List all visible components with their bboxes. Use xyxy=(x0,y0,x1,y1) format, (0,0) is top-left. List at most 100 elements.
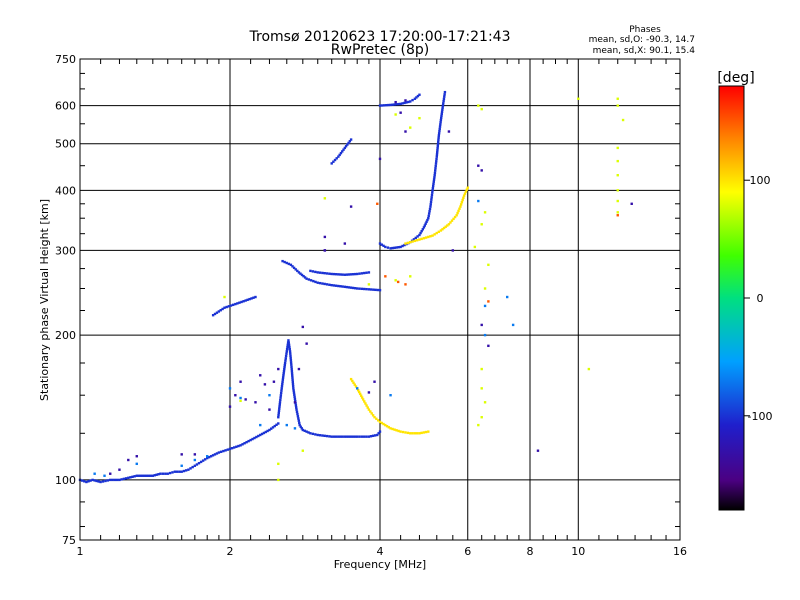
data-point xyxy=(435,153,439,156)
data-point xyxy=(355,272,359,276)
data-point xyxy=(621,118,625,122)
data-point xyxy=(369,288,373,291)
data-point xyxy=(279,394,283,397)
data-point xyxy=(321,282,324,285)
data-point xyxy=(231,303,235,307)
data-point xyxy=(131,475,134,478)
data-point xyxy=(337,284,340,288)
grid-lines xyxy=(80,59,680,540)
data-point xyxy=(300,427,303,430)
data-point xyxy=(252,296,255,299)
data-point xyxy=(239,396,242,400)
data-point xyxy=(373,380,376,383)
data-point xyxy=(367,408,371,411)
data-point xyxy=(437,134,441,137)
data-point xyxy=(397,102,400,106)
data-point xyxy=(480,107,483,111)
data-point xyxy=(318,434,322,437)
data-point xyxy=(357,390,361,394)
data-point xyxy=(301,428,305,432)
data-point xyxy=(434,167,437,170)
data-point xyxy=(438,129,441,133)
data-point xyxy=(442,99,445,103)
data-point xyxy=(291,376,294,379)
data-point xyxy=(343,435,347,438)
data-point xyxy=(466,186,469,189)
data-point xyxy=(311,270,315,273)
data-point xyxy=(109,478,112,482)
data-point xyxy=(376,202,379,205)
data-point xyxy=(325,272,329,275)
data-point xyxy=(199,460,203,464)
data-point xyxy=(436,144,440,148)
data-point xyxy=(415,96,418,99)
data-point xyxy=(291,378,294,381)
data-point xyxy=(363,435,366,438)
data-point xyxy=(587,367,591,371)
data-point xyxy=(397,429,400,433)
data-point xyxy=(412,238,416,241)
data-point xyxy=(229,304,233,307)
data-point xyxy=(367,283,371,286)
data-point xyxy=(247,439,250,443)
data-point xyxy=(480,416,483,419)
data-point xyxy=(399,245,402,249)
data-point xyxy=(277,478,280,482)
data-point xyxy=(292,266,296,270)
data-point xyxy=(289,356,292,360)
data-point xyxy=(294,268,297,271)
x-axis-label: Frequency [MHz] xyxy=(334,558,426,571)
data-point xyxy=(240,300,243,304)
data-point xyxy=(418,238,421,241)
data-point xyxy=(431,184,435,188)
data-point xyxy=(436,142,440,146)
data-point xyxy=(387,103,390,107)
data-point xyxy=(378,430,382,433)
data-point xyxy=(387,426,390,429)
data-point xyxy=(431,234,434,237)
data-point xyxy=(480,323,483,327)
data-point xyxy=(378,242,382,245)
data-point xyxy=(281,380,284,384)
data-point xyxy=(85,480,88,484)
data-point xyxy=(323,235,327,239)
data-point xyxy=(480,387,483,390)
data-point xyxy=(175,470,179,473)
data-point xyxy=(404,242,407,245)
data-point xyxy=(483,287,487,290)
data-point xyxy=(401,244,404,248)
data-point xyxy=(443,95,446,98)
data-point xyxy=(287,339,290,342)
colorbar-ticks: 100 0 -100 xyxy=(744,174,772,423)
data-point xyxy=(413,97,417,100)
x-tick-label: 1 xyxy=(77,545,84,558)
data-point xyxy=(616,174,619,177)
phases-line-x: mean, sd,X: 90.1, 15.4 xyxy=(593,46,696,56)
data-point xyxy=(409,100,412,103)
data-point xyxy=(285,423,288,427)
data-point xyxy=(303,429,306,433)
data-point xyxy=(349,435,353,438)
x-tick-label: 6 xyxy=(464,545,471,558)
data-point xyxy=(436,146,439,150)
data-point xyxy=(166,472,169,475)
data-point xyxy=(339,151,343,155)
data-point xyxy=(420,237,423,241)
data-point xyxy=(404,431,407,434)
chart-subtitle: RwPretec (8p) xyxy=(331,42,429,58)
data-point xyxy=(282,372,285,375)
data-point xyxy=(435,151,439,154)
data-point xyxy=(365,435,368,438)
data-point xyxy=(219,309,222,312)
data-point xyxy=(380,421,383,425)
data-point xyxy=(439,121,442,124)
data-point xyxy=(376,419,380,422)
data-point xyxy=(209,455,213,458)
data-point xyxy=(511,323,515,327)
data-point xyxy=(290,367,293,371)
data-point xyxy=(577,97,580,100)
data-point xyxy=(616,159,619,163)
data-point xyxy=(367,271,371,274)
data-point xyxy=(314,270,317,274)
